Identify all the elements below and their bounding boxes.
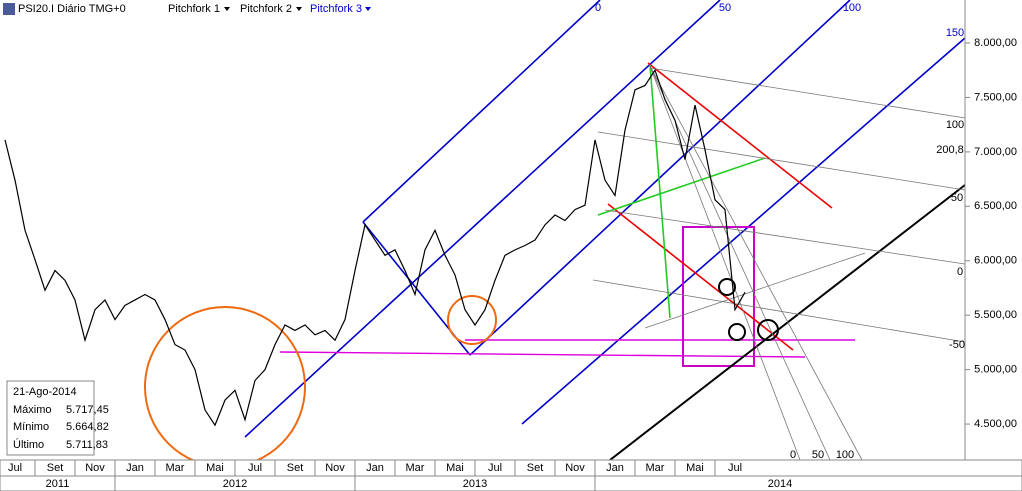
info-box <box>6 380 95 456</box>
x-tick-label: Jan <box>366 462 384 474</box>
symbol-label[interactable]: PSI20.I Diário TMG+0 <box>18 3 126 15</box>
x-tick-label: Jan <box>126 462 144 474</box>
annotation-label: 100 <box>836 449 854 461</box>
menu-pitchfork-3[interactable]: Pitchfork 3 <box>310 3 362 15</box>
year-label: 2011 <box>46 478 70 490</box>
annotation-label: 0 <box>595 2 601 14</box>
menu-pitchfork-1[interactable]: Pitchfork 1 <box>168 3 220 15</box>
annotation-label: 0 <box>790 449 796 461</box>
drawings <box>144 0 966 468</box>
x-tick-label: Set <box>287 462 304 474</box>
x-tick-label: Jul <box>248 462 262 474</box>
dropdown-arrow[interactable] <box>296 7 302 11</box>
annotation-label: 100 <box>946 119 964 131</box>
x-tick-label: Set <box>527 462 544 474</box>
annotation-label: -50 <box>949 339 965 351</box>
annotation-label: 50 <box>812 449 824 461</box>
x-tick-label: Jul <box>8 462 22 474</box>
price-line <box>4 68 746 427</box>
black-line <box>609 184 966 461</box>
annotation-label: 50 <box>719 2 731 14</box>
y-tick-label: 6.500,00 <box>974 200 1017 212</box>
x-tick-label: Mar <box>646 462 665 474</box>
x-tick-label: Jan <box>606 462 624 474</box>
info-label: Mínimo <box>13 421 49 433</box>
info-label: Último <box>13 438 44 451</box>
info-label: Máximo <box>13 404 52 416</box>
info-value: 5.664,82 <box>66 421 109 433</box>
year-label: 2013 <box>463 478 487 490</box>
x-tick-label: Mai <box>446 462 464 474</box>
y-tick-label: 4.500,00 <box>974 418 1017 430</box>
info-value: 5.711,83 <box>66 439 108 451</box>
x-tick-label: Jul <box>488 462 502 474</box>
green-line <box>597 157 766 216</box>
x-tick-label: Nov <box>565 462 585 474</box>
x-tick-label: Nov <box>85 462 105 474</box>
year-label: 2014 <box>768 478 792 490</box>
black-circle <box>728 323 746 341</box>
y-tick-label: 5.500,00 <box>974 309 1017 321</box>
black-circle <box>718 278 736 296</box>
red-line <box>647 62 833 209</box>
annotation-label: 0 <box>957 266 963 278</box>
annotation-label: 100 <box>843 2 861 14</box>
info-date: 21-Ago-2014 <box>13 386 77 398</box>
dropdown-arrow[interactable] <box>224 7 230 11</box>
fan-lines <box>592 65 966 461</box>
x-tick-label: Mar <box>166 462 185 474</box>
symbol-icon <box>3 3 15 15</box>
y-tick-label: 6.000,00 <box>974 255 1017 267</box>
x-tick-label: Mai <box>686 462 704 474</box>
annotation-label: 50 <box>951 192 963 204</box>
year-label: 2012 <box>223 478 247 490</box>
black-circle <box>757 319 779 341</box>
menu-pitchfork-2[interactable]: Pitchfork 2 <box>240 3 292 15</box>
annotation-label: 200,8 <box>936 144 964 156</box>
y-tick-label: 7.000,00 <box>974 146 1017 158</box>
y-tick-label: 5.000,00 <box>974 364 1017 376</box>
x-tick-label: Mai <box>206 462 224 474</box>
x-tick-label: Set <box>47 462 64 474</box>
annotation-label: 150 <box>946 27 964 39</box>
orange-circle <box>447 295 497 345</box>
y-tick-label: 7.500,00 <box>974 91 1017 103</box>
series-layer <box>4 68 746 427</box>
horizontal-line <box>279 351 806 358</box>
x-tick-label: Nov <box>325 462 345 474</box>
x-tick-label: Jul <box>728 462 742 474</box>
red-line <box>607 203 794 351</box>
dropdown-arrow[interactable] <box>365 7 371 11</box>
pitchfork-line <box>362 0 601 223</box>
x-tick-label: Mar <box>406 462 425 474</box>
pitchfork-line <box>469 0 851 356</box>
y-tick-label: 8.000,00 <box>974 37 1017 49</box>
info-value: 5.717,45 <box>66 404 109 416</box>
green-line <box>649 64 671 319</box>
pitchfork-line <box>244 0 721 438</box>
